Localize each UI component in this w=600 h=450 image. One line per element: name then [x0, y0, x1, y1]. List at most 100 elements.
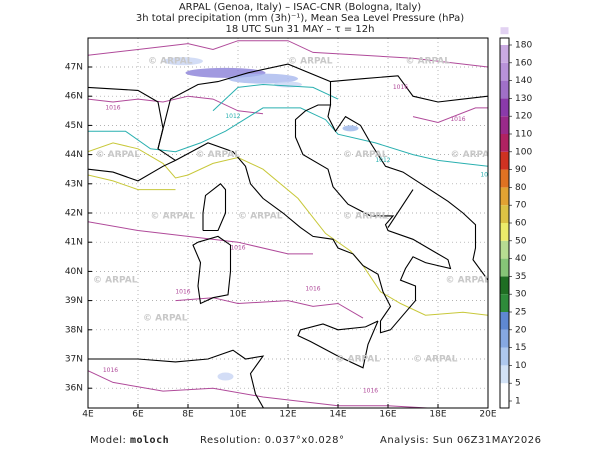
colorbar-label: 15 [515, 343, 526, 353]
lon-tick-label: 8E [182, 410, 194, 420]
colorbar-label: 10 [515, 361, 527, 371]
colorbar-swatch [500, 312, 509, 330]
watermark: © ARPAL [96, 150, 141, 160]
watermark: © ARPAL [196, 150, 241, 160]
colorbar-label: 40 [515, 254, 527, 264]
precip-area [163, 57, 203, 66]
lat-tick-label: 47N [65, 63, 83, 73]
lat-tick-label: 37N [65, 355, 83, 365]
lon-tick-label: 10E [229, 410, 246, 420]
watermark: © ARPAL [406, 57, 451, 67]
colorbar-swatch [500, 187, 509, 206]
isobar [88, 370, 437, 408]
isobar-label: 1016 [363, 388, 378, 395]
lat-tick-label: 45N [65, 121, 83, 131]
watermark: © ARPAL [451, 150, 496, 160]
colorbar-swatch [500, 27, 509, 35]
colorbar-label: 100 [515, 147, 532, 157]
lon-tick-label: 16E [379, 410, 396, 420]
colorbar-swatch [500, 294, 509, 312]
isobar-label: 1016 [480, 172, 495, 179]
watermark: © ARPAL [143, 314, 188, 324]
colorbar-outline [499, 37, 510, 409]
lat-tick-label: 41N [65, 238, 83, 248]
header-line: 18 UTC Sun 31 MAY – τ = 12h [226, 24, 375, 35]
colorbar-swatch [500, 169, 509, 188]
colorbar-label: 70 [515, 201, 527, 211]
isobar [88, 107, 488, 167]
colorbar-label: 90 [515, 165, 527, 175]
isobar-label: 1016 [230, 245, 245, 252]
model-label: Model: [90, 435, 126, 446]
lon-tick-label: 14E [329, 410, 346, 420]
colorbar-swatch [500, 383, 509, 401]
watermark: © ARPAL [93, 276, 138, 286]
isobar [88, 95, 264, 115]
colorbar-swatch [500, 329, 509, 348]
colorbar-swatch [500, 347, 509, 366]
lon-tick-label: 4E [82, 410, 94, 420]
isobar [88, 40, 488, 68]
isobar [212, 83, 339, 112]
watermark: © ARPAL [343, 211, 388, 221]
watermark: © ARPAL [413, 355, 458, 365]
isobar [88, 142, 488, 316]
watermark: © ARPAL [288, 57, 333, 67]
lon-tick-label: 6E [132, 410, 144, 420]
colorbar-label: 5 [515, 379, 521, 389]
watermark: © ARPAL [336, 355, 381, 365]
watermark: © ARPAL [446, 276, 491, 286]
coastline [88, 86, 176, 161]
colorbar-swatch [500, 365, 509, 384]
lon-tick-label: 12E [279, 410, 296, 420]
isobar-label: 1012 [225, 113, 240, 120]
colorbar-swatch [500, 276, 509, 295]
isobar-label: 1016 [450, 116, 465, 123]
lat-tick-label: 42N [65, 209, 83, 219]
precip-area [342, 125, 359, 132]
header-line: 3h total precipitation (mm (3h)⁻¹), Mean… [136, 13, 464, 24]
analysis: Analysis: Sun 06Z31MAY2026 [380, 435, 542, 446]
isobar-label: 1016 [175, 288, 190, 295]
coastline [88, 104, 488, 334]
header-line: ARPAL (Genoa, Italy) – ISAC-CNR (Bologna… [179, 2, 421, 13]
coastline [297, 320, 379, 369]
isobar-label: 1016 [393, 84, 408, 91]
colorbar-label: 110 [515, 130, 532, 140]
coastline [192, 235, 232, 305]
watermark: © ARPAL [343, 150, 388, 160]
isobar-label: 1016 [305, 285, 320, 292]
colorbar-label: 25 [515, 308, 526, 318]
colorbar-swatch [500, 98, 509, 117]
watermark: © ARPAL [148, 57, 193, 67]
coastline [387, 189, 414, 228]
coastline [330, 75, 488, 103]
colorbar-label: 1 [515, 397, 521, 407]
colorbar-swatch [500, 134, 509, 152]
colorbar-swatch [500, 240, 509, 259]
watermark: © ARPAL [238, 211, 283, 221]
precip-area [228, 73, 298, 84]
colorbar-swatch [500, 151, 509, 170]
colorbar-label: 50 [515, 236, 527, 246]
colorbar-label: 140 [515, 76, 532, 86]
map-content: © ARPAL © ARPAL © ARPAL © ARPAL © ARPAL © ARP… [88, 38, 496, 408]
lat-tick-label: 43N [65, 179, 83, 189]
lon-tick-label: 20E [479, 410, 496, 420]
map: © ARPAL © ARPAL © ARPAL © ARPAL © ARPAL © ARP… [88, 38, 496, 408]
lat-tick-label: 39N [65, 296, 83, 306]
isobar-label: 1016 [105, 104, 120, 111]
isobar-label: 1016 [103, 367, 118, 374]
resolution: Resolution: 0.037°x0.028° [200, 435, 344, 446]
colorbar-label: 180 [515, 41, 532, 51]
coastline [88, 349, 265, 408]
isobar [412, 107, 488, 124]
precip-area [217, 372, 234, 381]
colorbar-label: 60 [515, 219, 527, 229]
colorbar-swatch [500, 116, 509, 134]
isobar [88, 174, 176, 191]
lat-tick-label: 44N [65, 150, 83, 160]
colorbar-swatch [500, 62, 509, 81]
lat-tick-label: 40N [65, 267, 83, 277]
